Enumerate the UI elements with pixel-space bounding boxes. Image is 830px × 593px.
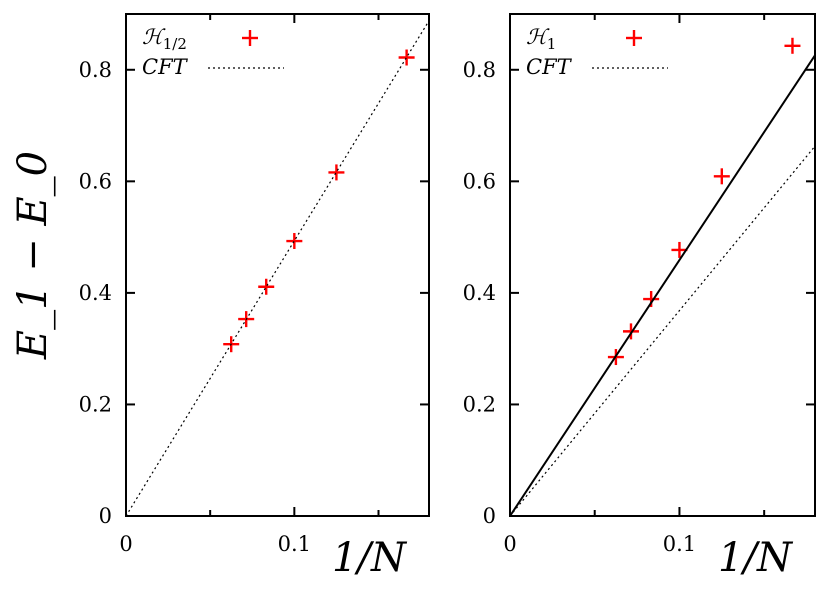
x-tick-label: 0 — [503, 532, 516, 556]
y-tick-label: 0.4 — [463, 281, 496, 305]
y-tick-label: 0 — [99, 504, 112, 528]
data-point — [622, 323, 639, 340]
y-tick-label: 0.8 — [463, 58, 496, 82]
legend-label: ℋ1 — [526, 25, 556, 53]
legend-label-main: ℋ — [526, 25, 550, 49]
y-axis-title: E_1 − E_0 — [10, 151, 56, 360]
legend-label-sub: 1/2 — [163, 35, 187, 53]
legend-label: CFT — [526, 55, 573, 79]
y-tick-label: 0 — [483, 504, 496, 528]
x-tick-label: 0.1 — [278, 532, 311, 556]
x-axis-title: 1/N — [718, 535, 794, 581]
fit-line — [510, 54, 815, 516]
data-point — [258, 278, 275, 295]
legend-marker — [242, 30, 258, 46]
legend-label: CFT — [142, 55, 189, 79]
plot-frame — [509, 13, 816, 517]
y-tick-label: 0.4 — [79, 281, 112, 305]
legend-label-main: CFT — [526, 55, 573, 79]
legend-label-main: CFT — [142, 55, 189, 79]
x-tick-label: 0.1 — [663, 532, 696, 556]
data-point — [784, 37, 801, 54]
data-point — [671, 241, 688, 258]
legend-marker — [626, 30, 642, 46]
y-tick-label: 0.2 — [463, 392, 496, 416]
cft-line — [126, 20, 429, 516]
x-tick-label: 0 — [119, 532, 132, 556]
data-point — [328, 164, 345, 181]
cft-line — [510, 145, 815, 516]
data-point — [286, 233, 303, 250]
data-point — [398, 49, 415, 66]
x-axis-title: 1/N — [332, 535, 408, 581]
legend-label: ℋ1/2 — [142, 25, 187, 53]
plot-frame — [125, 13, 430, 517]
legend-label-main: ℋ — [142, 25, 166, 49]
y-tick-label: 0.2 — [79, 392, 112, 416]
y-tick-label: 0.8 — [79, 58, 112, 82]
legend-label-sub: 1 — [547, 35, 557, 53]
y-tick-label: 0.6 — [463, 169, 496, 193]
y-tick-label: 0.6 — [79, 169, 112, 193]
data-point — [713, 168, 730, 185]
